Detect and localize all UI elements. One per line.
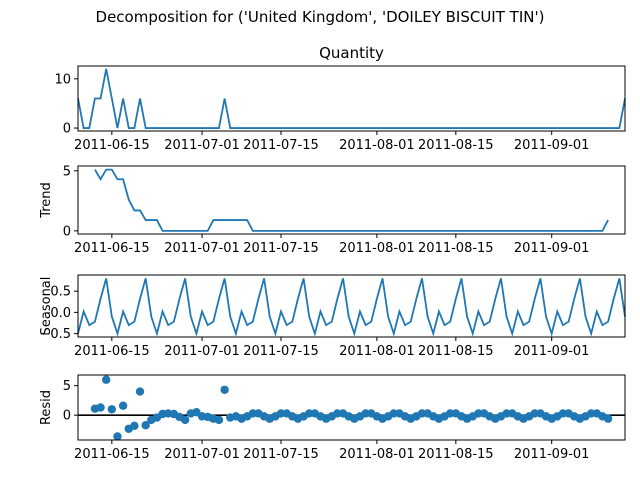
observed-ytick-label: 0 (63, 122, 71, 137)
observed-xtick-label: 2011-08-01 (339, 138, 415, 153)
resid-ytick-label: 5 (63, 379, 71, 394)
figure-suptitle: Decomposition for ('United Kingdom', 'DO… (96, 8, 545, 26)
seasonal-series-line (77, 278, 626, 337)
resid-point (101, 375, 111, 384)
observed-xtick-label: 2011-08-15 (418, 138, 494, 153)
panel-seasonal: −0.5 0.0 0.5 2011-06-15 2011-07-01 2011-07-15… (39, 274, 626, 359)
resid-point (107, 405, 117, 414)
resid-point (96, 403, 105, 412)
trend-xtick-label: 2011-07-01 (164, 241, 240, 256)
trend-ytick-label: 0 (63, 224, 71, 239)
seasonal-ytick-label: 0.5 (50, 285, 71, 300)
resid-point (113, 432, 122, 441)
seasonal-axes-frame (77, 274, 626, 338)
seasonal-ylabel: Seasonal (39, 277, 54, 336)
resid-xtick-label: 2011-09-01 (514, 447, 590, 462)
panel-observed: 0 10 2011-06-15 2011-07-01 2011-07-15 2011-08… (54, 44, 626, 153)
trend-xtick-label: 2011-06-15 (74, 241, 150, 256)
resid-xtick-label: 2011-06-15 (74, 447, 150, 462)
panel-resid: 0 5 2011-06-15 2011-07-01 2011-07-15 2011-08-… (39, 374, 626, 462)
resid-point (135, 387, 145, 396)
observed-xtick-label: 2011-07-15 (243, 138, 319, 153)
resid-axes-frame (77, 374, 626, 441)
resid-xtick-label: 2011-08-01 (339, 447, 415, 462)
trend-xtick-label: 2011-07-15 (243, 241, 319, 256)
seasonal-xtick-label: 2011-08-01 (339, 344, 415, 359)
resid-point (118, 401, 128, 410)
observed-series-line (77, 68, 626, 129)
resid-point (141, 421, 150, 430)
seasonal-xtick-label: 2011-07-01 (164, 344, 240, 359)
resid-ytick-label: 0 (63, 409, 71, 424)
trend-ytick-label: 5 (63, 164, 71, 179)
trend-xtick-label: 2011-08-15 (418, 241, 494, 256)
seasonal-xtick-label: 2011-08-15 (418, 344, 494, 359)
resid-point (214, 415, 224, 425)
resid-xtick-label: 2011-07-01 (164, 447, 240, 462)
observed-title: Quantity (319, 44, 384, 62)
resid-point (180, 415, 190, 425)
seasonal-ytick-label: 0.0 (50, 306, 71, 321)
observed-xtick-label: 2011-09-01 (514, 138, 590, 153)
observed-xtick-label: 2011-07-01 (164, 138, 240, 153)
trend-series-line (94, 168, 609, 232)
trend-ylabel: Trend (39, 182, 54, 219)
trend-xtick-label: 2011-09-01 (514, 241, 590, 256)
resid-xtick-label: 2011-08-15 (418, 447, 494, 462)
resid-point (130, 421, 139, 431)
resid-point (220, 385, 229, 394)
observed-axes-frame (77, 65, 626, 132)
resid-xtick-label: 2011-07-15 (243, 447, 319, 462)
seasonal-xtick-label: 2011-07-15 (243, 344, 319, 359)
seasonal-xtick-label: 2011-09-01 (514, 344, 590, 359)
panel-trend: 0 5 2011-06-15 2011-07-01 2011-07-15 2011-08-… (39, 164, 626, 256)
trend-xtick-label: 2011-08-01 (339, 241, 415, 256)
observed-ytick-label: 10 (54, 72, 71, 87)
seasonal-ytick-label: −0.5 (39, 327, 71, 342)
observed-xtick-label: 2011-06-15 (74, 138, 150, 153)
resid-ylabel: Resid (39, 390, 54, 425)
trend-axes-frame (77, 165, 626, 235)
resid-point (603, 414, 613, 423)
seasonal-xtick-label: 2011-06-15 (74, 344, 150, 359)
